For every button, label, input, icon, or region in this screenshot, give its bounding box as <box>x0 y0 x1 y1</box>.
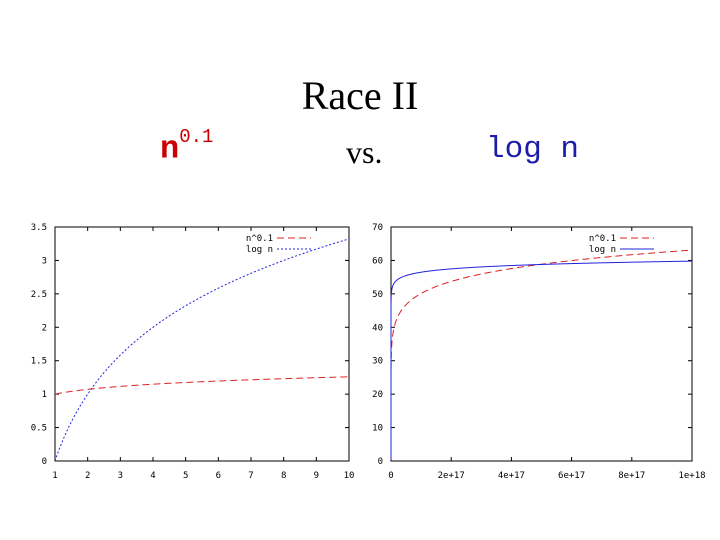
x-tick-label: 2e+17 <box>438 471 465 481</box>
chart-2: 0 2e+17 4e+17 6e+17 8e+17 1e+18 0 10 20 30 40 50 60 7… <box>372 223 705 481</box>
exponent-text: 0.1 <box>179 126 214 148</box>
x-tick-label: 8 <box>281 471 286 481</box>
x-tick-label: 10 <box>344 471 355 481</box>
y-tick-label: 3 <box>42 256 47 266</box>
series-line-power <box>390 249 693 458</box>
y-tick-label: 2.5 <box>31 290 47 300</box>
x-tick-label: 3 <box>118 471 123 481</box>
y-tick-label: 60 <box>372 256 383 266</box>
series-line-log2 <box>54 238 350 462</box>
x-tick-label: 6e+17 <box>558 471 585 481</box>
x-tick-label: 1 <box>52 471 57 481</box>
y-tick-label: 20 <box>372 390 383 400</box>
y-tick-label: 70 <box>372 223 383 233</box>
chart-1-frame <box>54 226 350 462</box>
y-tick-label: 1 <box>42 390 47 400</box>
y-tick-label: 3.5 <box>31 223 47 233</box>
n-base-text: n <box>160 130 180 168</box>
y-tick-label: 0 <box>42 457 47 467</box>
x-tick-label: 6 <box>216 471 221 481</box>
x-tick-label: 9 <box>314 471 319 481</box>
y-tick-label: 2 <box>42 323 47 333</box>
x-tick-label: 5 <box>183 471 188 481</box>
x-tick-label: 4 <box>150 471 155 481</box>
y-tick-label: 1.5 <box>31 357 47 367</box>
x-tick-label: 2 <box>85 471 90 481</box>
series-line-power <box>54 376 350 395</box>
x-tick-label: 4e+17 <box>498 471 525 481</box>
slide-title: Race II <box>301 73 419 118</box>
y-tick-label: 10 <box>372 424 383 434</box>
x-tick-label: 1e+18 <box>678 471 705 481</box>
log-n-label: log n <box>486 132 580 167</box>
y-tick-label: 0 <box>378 457 383 467</box>
legend-label: log n <box>246 245 273 255</box>
y-tick-label: 0.5 <box>31 424 47 434</box>
legend-label: n^0.1 <box>589 234 616 244</box>
x-tick-label: 0 <box>388 471 393 481</box>
y-tick-label: 50 <box>372 290 383 300</box>
x-tick-label: 8e+17 <box>618 471 645 481</box>
legend-label: n^0.1 <box>246 234 273 244</box>
y-tick-label: 40 <box>372 323 383 333</box>
x-tick-label: 7 <box>248 471 253 481</box>
n-power-label: n0.1 <box>160 126 213 168</box>
vs-label: vs. <box>346 134 383 170</box>
y-tick-label: 30 <box>372 357 383 367</box>
series-line-log2 <box>390 260 693 460</box>
legend-label: log n <box>589 245 616 255</box>
